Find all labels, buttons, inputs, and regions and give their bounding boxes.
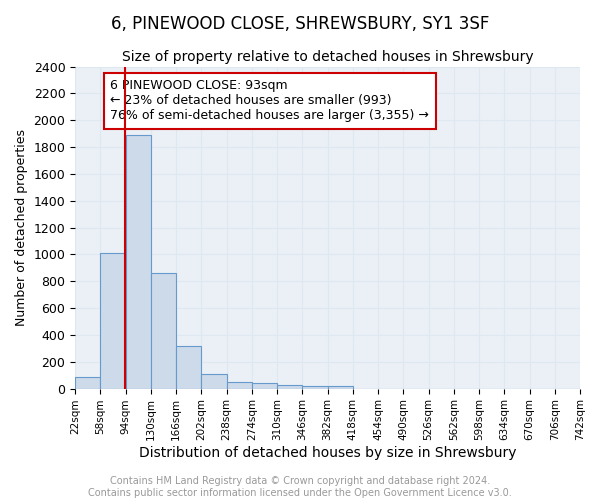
Bar <box>151 273 176 388</box>
Bar <box>277 384 302 388</box>
Bar <box>227 382 252 388</box>
Y-axis label: Number of detached properties: Number of detached properties <box>15 129 28 326</box>
Bar <box>75 376 100 388</box>
Bar <box>302 386 328 388</box>
Bar <box>202 374 227 388</box>
Bar <box>328 386 353 388</box>
X-axis label: Distribution of detached houses by size in Shrewsbury: Distribution of detached houses by size … <box>139 446 517 460</box>
Bar <box>125 135 151 388</box>
Title: Size of property relative to detached houses in Shrewsbury: Size of property relative to detached ho… <box>122 50 533 64</box>
Bar <box>100 253 125 388</box>
Text: Contains HM Land Registry data © Crown copyright and database right 2024.
Contai: Contains HM Land Registry data © Crown c… <box>88 476 512 498</box>
Text: 6 PINEWOOD CLOSE: 93sqm
← 23% of detached houses are smaller (993)
76% of semi-d: 6 PINEWOOD CLOSE: 93sqm ← 23% of detache… <box>110 80 430 122</box>
Text: 6, PINEWOOD CLOSE, SHREWSBURY, SY1 3SF: 6, PINEWOOD CLOSE, SHREWSBURY, SY1 3SF <box>111 15 489 33</box>
Bar <box>176 346 202 389</box>
Bar <box>252 382 277 388</box>
